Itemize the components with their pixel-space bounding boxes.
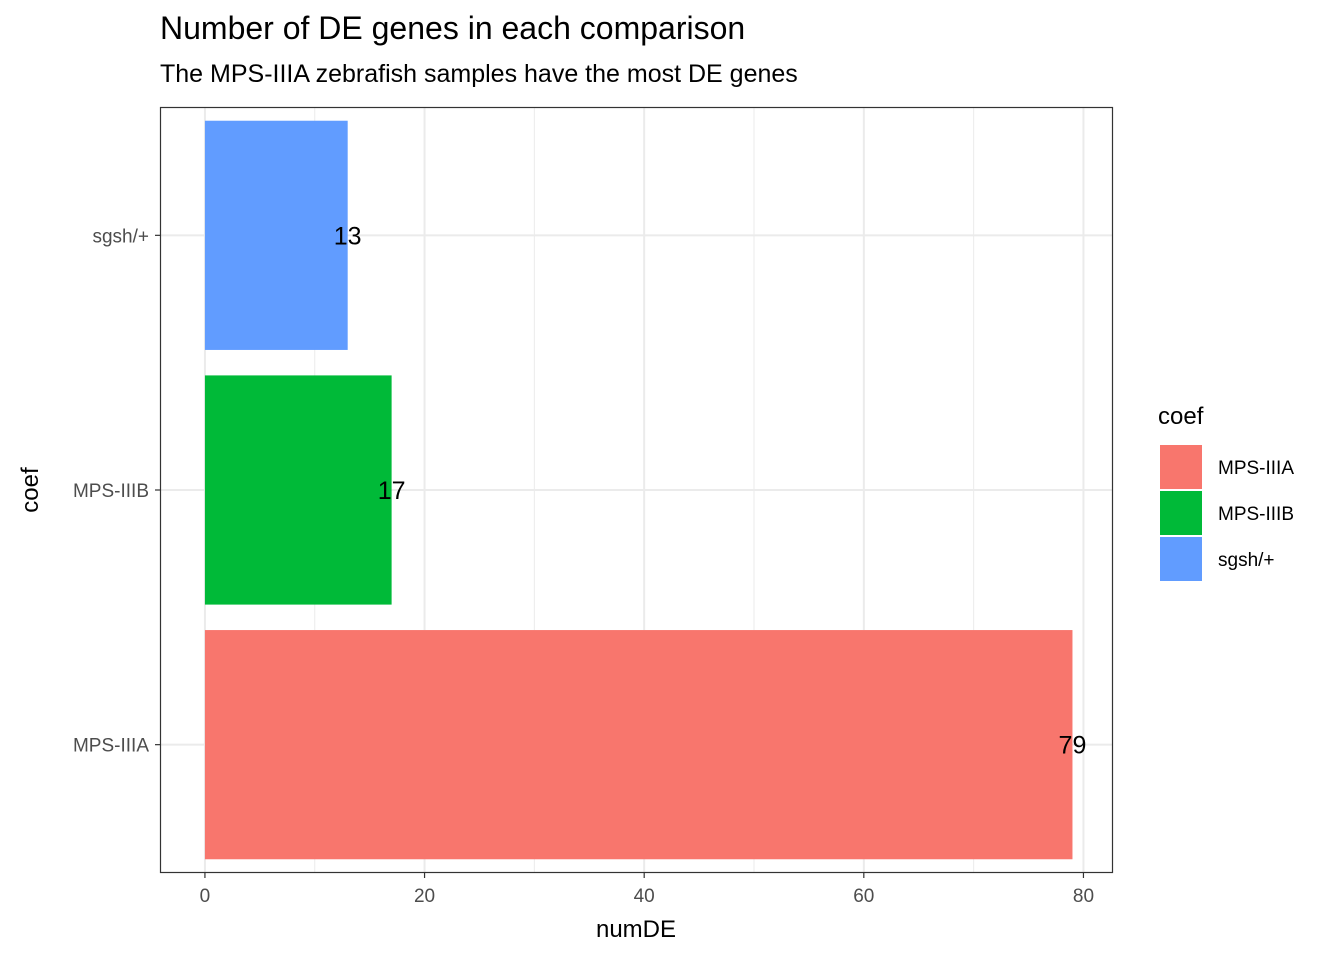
bars bbox=[204, 120, 1073, 860]
chart-title: Number of DE genes in each comparison bbox=[160, 10, 746, 46]
y-axis-title: coef bbox=[17, 467, 44, 513]
legend-label: sgsh/+ bbox=[1218, 550, 1275, 571]
y-tick-label: sgsh/+ bbox=[92, 226, 149, 247]
bar-value-label: 79 bbox=[1059, 732, 1087, 760]
bar bbox=[204, 375, 392, 605]
x-tick-label: 40 bbox=[634, 886, 655, 907]
x-axis: 0 20 40 60 80 bbox=[200, 872, 1094, 907]
y-tick-label: MPS-IIIB bbox=[73, 481, 149, 502]
bar-value-label: 13 bbox=[334, 222, 362, 250]
x-tick-label: 60 bbox=[853, 886, 874, 907]
legend-key bbox=[1160, 491, 1202, 535]
chart-subtitle: The MPS-IIIA zebrafish samples have the … bbox=[160, 60, 798, 88]
x-tick-label: 0 bbox=[200, 886, 211, 907]
legend-title: coef bbox=[1158, 403, 1204, 430]
x-tick-label: 80 bbox=[1073, 886, 1094, 907]
legend-key bbox=[1160, 445, 1202, 489]
y-tick-label: MPS-IIIA bbox=[73, 736, 149, 757]
bar-labels: 79 17 13 bbox=[334, 222, 1087, 759]
x-axis-title: numDE bbox=[596, 916, 676, 943]
legend-label: MPS-IIIA bbox=[1218, 458, 1294, 479]
bar bbox=[204, 630, 1073, 860]
legend: coef MPS-IIIA MPS-IIIB sgsh/+ bbox=[1158, 403, 1294, 581]
x-tick-label: 20 bbox=[414, 886, 435, 907]
legend-key bbox=[1160, 537, 1202, 581]
y-axis: MPS-IIIA MPS-IIIB sgsh/+ bbox=[73, 226, 161, 757]
bar bbox=[204, 120, 348, 350]
bar-value-label: 17 bbox=[378, 477, 406, 505]
legend-label: MPS-IIIB bbox=[1218, 504, 1294, 525]
